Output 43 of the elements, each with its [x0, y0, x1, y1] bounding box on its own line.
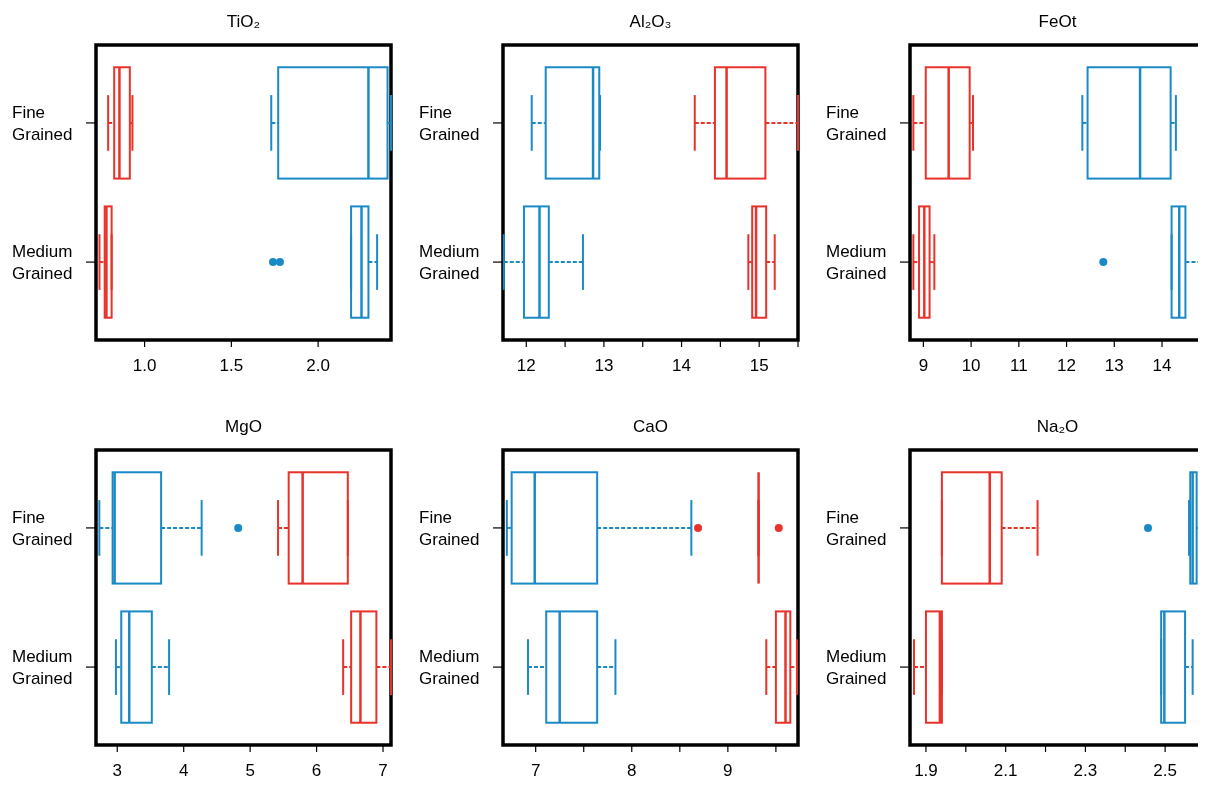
- y-tick-label: Fine Grained: [12, 507, 73, 549]
- x-tick-label: 9: [723, 761, 733, 780]
- x-tick-label: 2.3: [1073, 761, 1098, 780]
- chart-title: CaO: [633, 417, 668, 436]
- y-tick-label: Medium Grained: [826, 242, 887, 284]
- x-tick-label: 9: [918, 356, 929, 375]
- chart-title: Al₂O₃: [629, 12, 672, 31]
- x-tick-label: 12: [1057, 356, 1077, 375]
- x-tick-label: 2.0: [306, 356, 330, 375]
- x-tick-label: 12: [516, 356, 536, 375]
- x-tick-label: 2.5: [1153, 761, 1177, 780]
- x-tick-label: 11: [1010, 356, 1028, 375]
- x-tick-label: 7: [530, 761, 541, 780]
- x-tick-label: 8: [627, 761, 637, 780]
- x-tick-label: 14: [1152, 356, 1172, 375]
- y-tick-label: Fine Grained: [419, 507, 480, 549]
- x-tick-label: 7: [378, 761, 388, 780]
- x-tick-label: 4: [178, 761, 189, 780]
- y-tick-label: Medium Grained: [12, 242, 73, 284]
- y-tick-label: Medium Grained: [12, 647, 73, 689]
- x-tick-label: 5: [245, 761, 255, 780]
- chart-title: FeOt: [1038, 12, 1077, 31]
- x-tick-label: 10: [961, 356, 981, 375]
- x-tick-label: 1.5: [219, 356, 244, 375]
- chart-title: Na₂O: [1036, 417, 1079, 436]
- y-tick-label: Fine Grained: [419, 102, 480, 144]
- x-tick-label: 13: [594, 356, 614, 375]
- x-tick-label: 2.1: [993, 761, 1018, 780]
- y-tick-label: Medium Grained: [419, 242, 480, 284]
- y-tick-label: Medium Grained: [419, 647, 480, 689]
- y-tick-label: Medium Grained: [826, 647, 887, 689]
- x-tick-label: 14: [672, 356, 692, 375]
- y-tick-label: Fine Grained: [826, 507, 887, 549]
- x-tick-label: 13: [1104, 356, 1124, 375]
- x-tick-label: 1.9: [914, 761, 938, 780]
- x-tick-label: 1.0: [132, 356, 157, 375]
- y-tick-label: Fine Grained: [12, 102, 73, 144]
- y-tick-label: Fine Grained: [826, 102, 887, 144]
- chart-title: MgO: [225, 417, 262, 436]
- x-tick-label: 3: [112, 761, 122, 780]
- chart-title: TiO₂: [226, 12, 261, 31]
- x-tick-label: 6: [311, 761, 322, 780]
- x-tick-label: 15: [749, 356, 769, 375]
